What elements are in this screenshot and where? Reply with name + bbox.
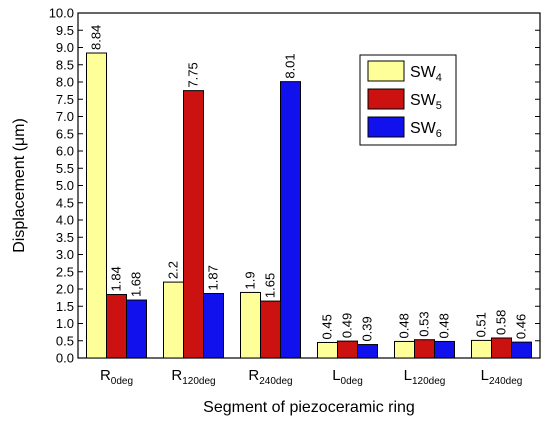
x-tick-label-main: R [171,367,182,384]
x-tick-label: R0deg [100,367,133,387]
bar [317,341,338,359]
bar [106,294,127,359]
legend-swatch [367,88,405,110]
data-label: 0.48 [437,313,452,338]
y-tick-label: 3.5 [56,230,74,245]
y-tick-label: 7.5 [56,92,74,107]
legend-label-main: SW [410,92,437,109]
y-tick-label: 8.0 [56,75,74,90]
data-label: 0.46 [514,314,529,339]
x-tick-label: L0deg [332,367,363,387]
legend-swatch [367,116,405,138]
plot-frame [77,12,541,359]
x-tick-label-main: R [248,367,259,384]
bar [414,339,435,359]
bar [394,340,415,359]
data-label: 8.01 [283,53,298,78]
data-label: 0.39 [360,316,375,341]
data-label: 1.68 [129,272,144,297]
legend-label-main: SW [410,64,437,81]
legend-label-main: SW [410,120,437,137]
data-label: 0.58 [494,310,509,335]
y-tick-label: 10.0 [49,6,74,21]
x-tick-label-sub: 120deg [412,376,445,387]
y-tick-label: 2.0 [56,282,74,297]
y-tick-label: 4.0 [56,213,74,228]
data-label: 7.75 [186,62,201,87]
x-tick-label-sub: 240deg [259,376,292,387]
x-tick-label-sub: 0deg [111,376,133,387]
x-tick-label: L240deg [481,367,523,387]
y-tick-label: 5.5 [56,161,74,176]
y-tick-label: 6.5 [56,126,74,141]
bar [491,337,512,359]
data-label: 1.84 [109,266,124,291]
x-axis-title: Segment of piezoceramic ring [203,399,415,416]
data-label: 1.87 [206,265,221,290]
y-tick-label: 1.0 [56,316,74,331]
y-tick-label: 9.0 [56,40,74,55]
data-label: 0.53 [417,311,432,336]
bar [240,291,261,359]
x-tick-label-main: L [404,367,412,384]
bar [357,344,378,359]
y-axis-title: Displacement (μm) [11,118,28,253]
y-tick-label: 8.5 [56,57,74,72]
data-label: 0.51 [474,312,489,337]
legend-label: SW6 [410,120,442,140]
y-tick-label: 0.5 [56,333,74,348]
bar [280,81,301,359]
bar [126,299,147,359]
x-tick-label-main: R [100,367,111,384]
bar [86,52,107,359]
y-tick-label: 5.0 [56,178,74,193]
y-tick-label: 6.0 [56,144,74,159]
data-label: 1.65 [263,273,278,298]
y-tick-label: 3.0 [56,247,74,262]
legend-label-sub: 5 [436,100,442,112]
legend-label: SW5 [410,92,442,112]
bar [183,90,204,359]
bar [471,339,492,359]
data-label: 8.84 [89,25,104,50]
legend-label-sub: 6 [436,128,442,140]
data-label: 2.2 [166,261,181,279]
x-tick-label-main: L [481,367,489,384]
bar [337,340,358,359]
data-label: 1.9 [243,271,258,289]
x-tick-label-sub: 240deg [489,376,522,387]
bar [163,281,184,359]
x-tick-label-sub: 0deg [341,376,363,387]
legend-label-sub: 4 [436,72,442,84]
y-tick-label: 4.5 [56,195,74,210]
legend-label: SW4 [410,64,442,84]
bar [511,341,532,359]
y-tick-label: 9.5 [56,23,74,38]
bar [434,340,455,359]
x-tick-label-sub: 120deg [182,376,215,387]
y-tick-label: 2.5 [56,264,74,279]
x-tick-label: R240deg [248,367,292,387]
y-tick-label: 1.5 [56,299,74,314]
bar [260,300,281,359]
x-tick-label: L120deg [404,367,446,387]
data-label: 0.48 [397,313,412,338]
bar [203,292,224,359]
data-label: 0.45 [320,314,335,339]
y-tick-label: 0.0 [56,351,74,366]
legend-swatch [367,60,405,82]
x-tick-label: R120deg [171,367,215,387]
data-label: 0.49 [340,313,355,338]
y-tick-label: 7.0 [56,109,74,124]
x-tick-label-main: L [332,367,340,384]
